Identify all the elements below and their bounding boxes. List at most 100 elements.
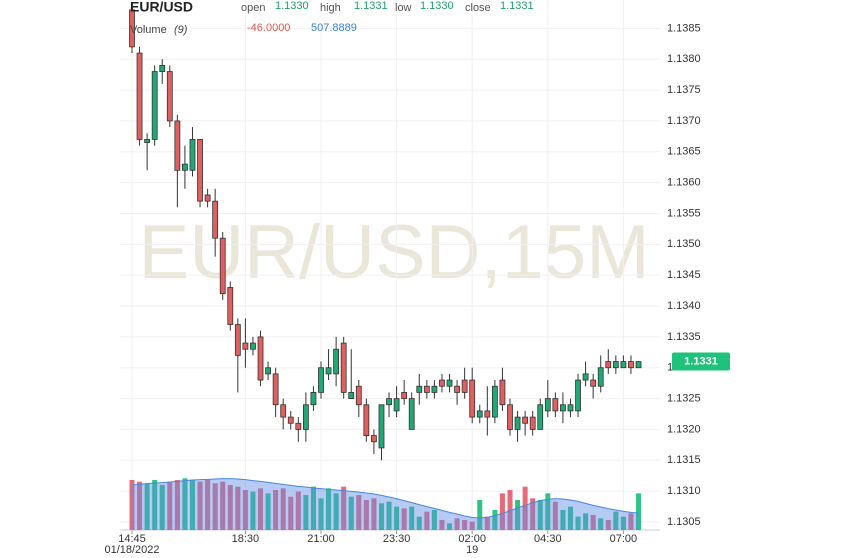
y-tick-label: 1.1355 xyxy=(667,207,701,219)
volume-bar xyxy=(174,480,180,530)
volume-bar xyxy=(159,485,165,530)
last-price-label: 1.1331 xyxy=(684,355,718,367)
volume-bar xyxy=(575,516,581,530)
volume-change: -46.0000 xyxy=(247,22,290,34)
volume-bar xyxy=(484,516,490,530)
high-label: high xyxy=(320,2,341,14)
open-label: open xyxy=(241,2,265,14)
close-value: 1.1331 xyxy=(500,0,534,12)
volume-bar xyxy=(628,513,634,530)
candle-body xyxy=(590,379,597,387)
volume-bar xyxy=(469,521,475,530)
volume-bar xyxy=(401,508,407,530)
candle-body xyxy=(325,367,332,375)
volume-bar xyxy=(416,516,422,530)
x-tick-label: 18:30 xyxy=(232,533,260,545)
candle-body xyxy=(280,404,287,418)
y-tick-label: 1.1310 xyxy=(667,485,701,497)
x-date-label: 19 xyxy=(466,544,478,556)
volume-bar xyxy=(152,480,158,530)
candle-body xyxy=(386,398,392,406)
candle-body xyxy=(537,404,544,430)
volume-bar xyxy=(613,511,619,530)
candle-body xyxy=(544,398,551,412)
volume-bar xyxy=(499,493,505,530)
candle-body xyxy=(469,379,476,418)
candle-body xyxy=(333,348,340,375)
volume-bar xyxy=(439,520,445,530)
volume-bar xyxy=(537,500,543,530)
candle-body xyxy=(431,385,438,393)
candle-body xyxy=(348,392,355,399)
candle-body xyxy=(612,361,619,369)
volume-bar xyxy=(205,480,211,530)
x-tick-label: 07:00 xyxy=(610,533,638,545)
volume-bar xyxy=(515,500,521,530)
y-tick-label: 1.1335 xyxy=(667,331,701,343)
candle-body xyxy=(363,404,370,436)
candle-body xyxy=(355,385,362,406)
y-tick-label: 1.1345 xyxy=(667,269,701,281)
volume-bar xyxy=(295,491,301,530)
y-tick-label: 1.1380 xyxy=(667,53,701,65)
candle-body xyxy=(484,410,491,418)
volume-bar xyxy=(129,480,135,530)
volume-bar xyxy=(348,496,354,530)
volume-bar xyxy=(394,506,400,530)
candle-body xyxy=(522,416,529,424)
candle-body xyxy=(499,379,506,406)
volume-bar xyxy=(378,503,384,530)
volume-bar xyxy=(265,493,271,530)
volume-period: (9) xyxy=(174,24,188,36)
volume-bar xyxy=(477,500,483,530)
x-tick-label: 14:45 xyxy=(118,533,146,545)
candle-body xyxy=(287,416,294,424)
volume-bar xyxy=(431,510,437,530)
volume-bar xyxy=(363,500,369,530)
candle-body xyxy=(166,71,173,122)
volume-bar xyxy=(454,518,460,530)
volume-bar xyxy=(567,506,573,530)
candle-body xyxy=(257,336,264,381)
candle-body xyxy=(567,404,574,412)
candle-body xyxy=(529,416,536,430)
y-tick-label: 1.1305 xyxy=(667,516,701,528)
volume-ma-value: 507.8889 xyxy=(311,22,357,34)
symbol: EUR/USD xyxy=(130,0,193,15)
close-label: close xyxy=(465,2,491,14)
volume-bar xyxy=(273,490,279,530)
candle-body xyxy=(242,342,249,350)
volume-bar xyxy=(197,481,203,530)
candle-body xyxy=(605,361,612,369)
y-tick-label: 1.1320 xyxy=(667,423,701,435)
volume-bar xyxy=(386,501,392,530)
candle-body xyxy=(635,361,642,369)
volume-bar xyxy=(280,488,286,530)
candle-body xyxy=(507,404,513,430)
volume-bar xyxy=(583,513,589,530)
volume-bar xyxy=(242,490,248,530)
y-tick-label: 1.1340 xyxy=(667,300,701,312)
volume-bar xyxy=(182,478,188,530)
volume-bar xyxy=(212,483,218,530)
y-tick-label: 1.1365 xyxy=(667,146,701,158)
y-tick-label: 1.1370 xyxy=(667,115,701,127)
candle-body xyxy=(272,373,279,406)
volume-bar xyxy=(424,511,430,530)
candle-body xyxy=(408,398,415,430)
volume-bar xyxy=(167,481,173,530)
volume-bar xyxy=(530,498,536,530)
volume-bar xyxy=(250,491,256,530)
volume-bar xyxy=(492,510,498,530)
candle-body xyxy=(423,385,430,393)
candle-body xyxy=(204,194,211,202)
candle-body xyxy=(219,237,226,295)
y-tick-label: 1.1350 xyxy=(667,238,701,250)
candle-body xyxy=(340,342,347,393)
volume-bar xyxy=(636,493,642,530)
volume-bar xyxy=(598,518,604,530)
y-tick-label: 1.1375 xyxy=(667,84,701,96)
volume-bar xyxy=(590,515,596,530)
